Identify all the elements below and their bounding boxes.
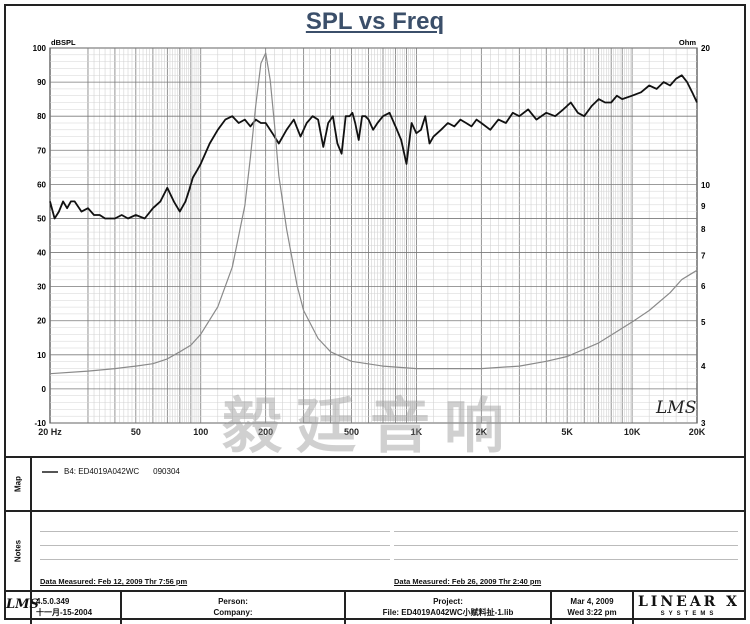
plot-area (49, 47, 698, 424)
watermark-text: 毅廷音响 (222, 392, 518, 462)
right-measured-date: Data Measured: Feb 26, 2009 Thr 2:40 pm (394, 577, 542, 586)
y-tick-label: 10 (37, 351, 46, 360)
y2-tick-label: 20 (701, 44, 710, 53)
y-tick-label: 40 (37, 249, 46, 258)
x-tick-label: 20K (689, 427, 706, 437)
y2-tick-label: 9 (701, 202, 706, 211)
y-tick-label: 0 (42, 385, 47, 394)
x-tick-label: 10K (624, 427, 641, 437)
y-tick-label: -10 (34, 419, 46, 428)
footer-datetime: Mar 4, 2009 Wed 3:22 pm (552, 592, 634, 624)
right-axis-unit: Ohm (679, 38, 696, 47)
file-label: File: ED4019A042WC小赋料扯-1.lib (382, 608, 514, 617)
lms-logo: LMS (6, 597, 39, 612)
x-tick-label: 500 (344, 427, 359, 437)
x-tick-label: 1K (411, 427, 423, 437)
y-tick-label: 90 (37, 78, 46, 87)
y2-tick-label: 5 (701, 318, 706, 327)
footer-project: Project: File: ED4019A042WC小赋料扯-1.lib (346, 592, 552, 624)
y2-tick-label: 3 (701, 419, 706, 428)
legend-code: 090304 (153, 467, 180, 476)
brand-sub: SYSTEMS (660, 611, 718, 617)
y2-tick-label: 10 (701, 181, 710, 190)
time-text: Wed 3:22 pm (567, 608, 617, 617)
brand-logo: LINEAR X (637, 594, 741, 610)
x-tick-label: 100 (193, 427, 208, 437)
y-tick-label: 100 (33, 44, 47, 53)
map-side-label: Map (6, 458, 32, 510)
y-tick-label: 50 (37, 214, 46, 223)
document-frame (4, 4, 746, 620)
lms-chart-badge: LMS (656, 398, 697, 418)
y-tick-label: 80 (37, 112, 46, 121)
y-tick-label: 30 (37, 283, 46, 292)
y2-tick-label: 6 (701, 282, 706, 291)
company-label: Company: (213, 608, 253, 617)
spl-curve (49, 74, 698, 220)
left-measured-date: Data Measured: Feb 12, 2009 Thr 7:56 pm (40, 577, 188, 586)
x-tick-label: 50 (131, 427, 141, 437)
x-tick-label: 200 (258, 427, 273, 437)
notes-right: Data Measured: Feb 26, 2009 Thr 2:40 pm (394, 518, 738, 586)
footer-version: 4.5.0.349 十一月-15-2004 (32, 592, 122, 624)
footer-lms: LMS (6, 592, 39, 624)
map-section: Map B4: ED4019A042WC 090304 (6, 456, 744, 510)
legend-entry: B4: ED4019A042WC (64, 467, 140, 476)
y2-tick-label: 4 (701, 362, 706, 371)
date-text: Mar 4, 2009 (570, 597, 614, 606)
footer-brand: LINEAR X SYSTEMS (634, 592, 744, 624)
left-axis-unit: dBSPL (51, 38, 76, 47)
legend-swatch (42, 470, 58, 473)
build-date-text: 十一月-15-2004 (36, 608, 93, 617)
legend: B4: ED4019A042WC 090304 (42, 467, 180, 476)
project-label: Project: (433, 597, 463, 606)
chart-title: SPL vs Freq (305, 8, 445, 35)
version-text: 4.5.0.349 (36, 597, 70, 606)
impedance-curve (49, 52, 698, 375)
x-tick-label: 20 Hz (38, 427, 62, 437)
y2-tick-label: 8 (701, 225, 706, 234)
spl-vs-freq-chart: -10 0 10 20 30 40 50 60 70 80 90 100 3 4 5 6 7 8 9 10 20 20 H… (33, 38, 711, 437)
x-tick-label: 5K (561, 427, 573, 437)
notes-section: Notes Data Measured: Feb 12, 2009 Thr 7:… (6, 510, 744, 590)
notes-left: Data Measured: Feb 12, 2009 Thr 7:56 pm (40, 518, 390, 586)
notes-side-label: Notes (6, 512, 32, 590)
person-label: Person: (218, 597, 248, 606)
y2-tick-label: 7 (701, 252, 706, 261)
y-tick-label: 60 (37, 180, 46, 189)
y-tick-label: 20 (37, 317, 46, 326)
footer-person: Person: Company: (122, 592, 346, 624)
footer: LMS 4.5.0.349 十一月-15-2004 Person: Compan… (6, 590, 744, 624)
x-tick-label: 2K (476, 427, 488, 437)
y-tick-label: 70 (37, 146, 46, 155)
